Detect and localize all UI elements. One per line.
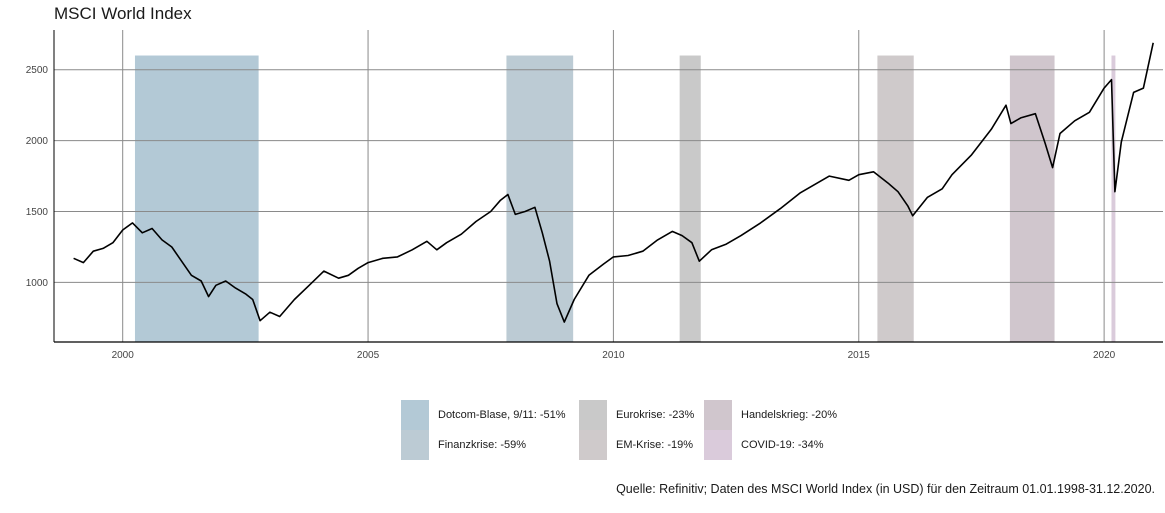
legend-item-dotcom: Dotcom-Blase, 9/11: -51% — [401, 400, 566, 430]
chart-plot: 2000 2005 2010 2015 2020 1000 1500 2000 2500 — [26, 30, 1163, 361]
y-tick-label: 2000 — [26, 136, 49, 147]
y-tick-label: 1500 — [26, 207, 49, 218]
legend-item-handelskrieg: Handelskrieg: -20% — [704, 400, 837, 430]
legend-label: Dotcom-Blase, 9/11: -51% — [438, 409, 566, 421]
legend: Dotcom-Blase, 9/11: -51% Eurokrise: -23%… — [401, 400, 841, 462]
crisis-band-5 — [1111, 55, 1116, 342]
legend-swatch — [401, 430, 429, 460]
x-tick-label: 2015 — [848, 350, 871, 361]
legend-swatch — [401, 400, 429, 430]
legend-item-covid: COVID-19: -34% — [704, 430, 824, 460]
y-tick-label: 2500 — [26, 65, 49, 76]
index-line-layer — [73, 42, 1154, 323]
legend-label: Handelskrieg: -20% — [741, 409, 837, 421]
x-tick-label: 2000 — [112, 350, 135, 361]
tick-labels: 2000 2005 2010 2015 2020 1000 1500 2000 2500 — [26, 65, 1116, 361]
crisis-band-0 — [134, 55, 259, 342]
legend-label: Eurokrise: -23% — [616, 409, 695, 421]
legend-item-eurokrise: Eurokrise: -23% — [579, 400, 694, 430]
x-tick-label: 2020 — [1093, 350, 1116, 361]
crisis-band-2 — [679, 55, 701, 342]
x-tick-label: 2010 — [602, 350, 625, 361]
crisis-bands — [134, 55, 1116, 342]
legend-label: EM-Krise: -19% — [616, 439, 694, 451]
index-line — [73, 42, 1154, 323]
crisis-band-1 — [506, 55, 574, 342]
legend-item-finanzkrise: Finanzkrise: -59% — [401, 430, 526, 460]
source-note: Quelle: Refinitiv; Daten des MSCI World … — [616, 482, 1155, 496]
legend-swatch — [579, 400, 607, 430]
legend-swatch — [579, 430, 607, 460]
legend-label: Finanzkrise: -59% — [438, 439, 527, 451]
grid-lines — [54, 30, 1163, 342]
crisis-band-3 — [877, 55, 914, 342]
x-tick-label: 2005 — [357, 350, 380, 361]
y-tick-label: 1000 — [26, 278, 49, 289]
legend-label: COVID-19: -34% — [741, 439, 824, 451]
legend-swatch — [704, 400, 732, 430]
axes — [53, 30, 1163, 343]
crisis-band-4 — [1009, 55, 1055, 342]
legend-item-em-krise: EM-Krise: -19% — [579, 430, 693, 460]
chart-title: MSCI World Index — [54, 4, 192, 23]
legend-swatch — [704, 430, 732, 460]
